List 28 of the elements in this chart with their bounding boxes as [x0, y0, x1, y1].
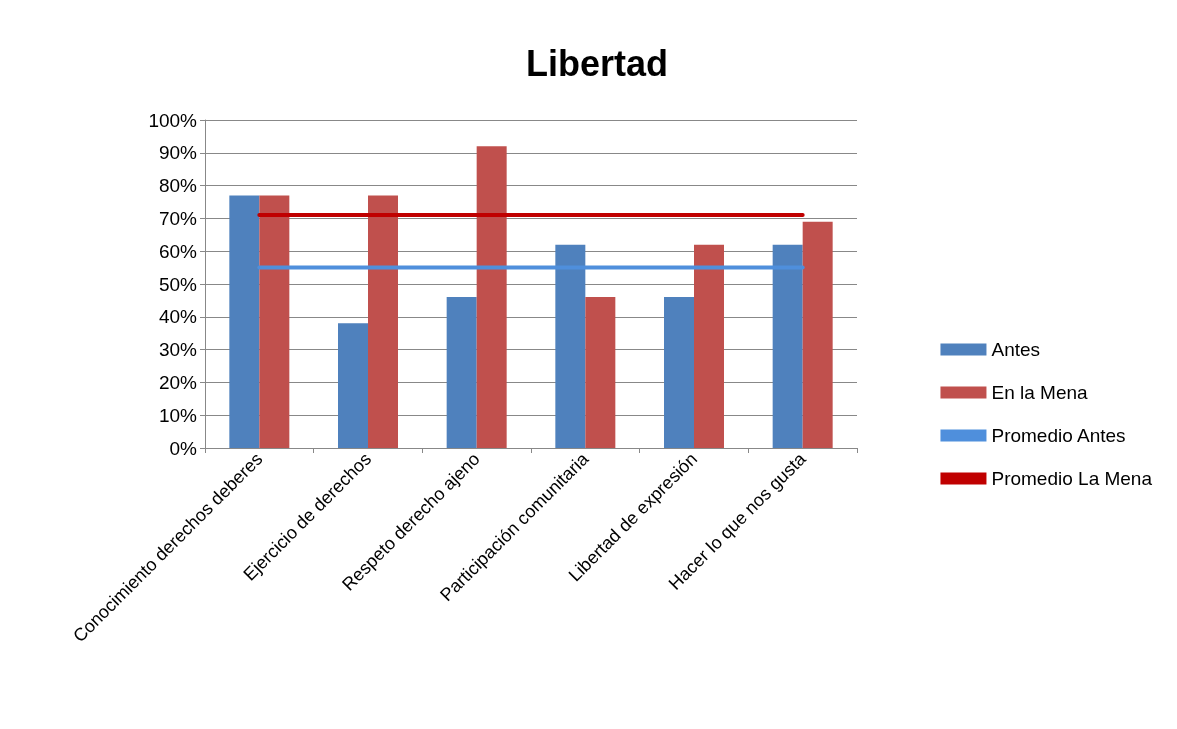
chart-title: Libertad — [525, 42, 669, 84]
bar — [555, 244, 586, 448]
y-tick-label: 30% — [158, 339, 198, 361]
bar — [229, 195, 260, 448]
y-tick-label: 70% — [158, 207, 198, 229]
y-tick-label: 100% — [148, 109, 198, 131]
bar — [259, 195, 290, 448]
legend-label: Promedio La Mena — [991, 468, 1153, 489]
y-tick-label: 10% — [158, 404, 198, 426]
legend-label: Promedio Antes — [991, 425, 1126, 446]
bar — [772, 244, 803, 448]
bar — [368, 195, 398, 448]
y-tick-label: 20% — [158, 371, 198, 393]
y-tick-label: 60% — [158, 240, 198, 262]
y-tick-label: 80% — [158, 175, 198, 197]
y-tick-label: 90% — [158, 142, 198, 164]
bar — [802, 221, 833, 448]
bar — [446, 297, 477, 448]
y-tick-label: 50% — [158, 273, 198, 295]
bar — [664, 297, 694, 448]
bar — [338, 323, 368, 448]
y-tick-label: 40% — [158, 306, 198, 328]
bar — [694, 244, 724, 448]
bar — [585, 297, 616, 448]
legend-label: En la Mena — [991, 382, 1089, 403]
legend-label: Antes — [991, 339, 1041, 360]
y-tick-label: 0% — [169, 437, 198, 459]
bar — [476, 146, 507, 448]
